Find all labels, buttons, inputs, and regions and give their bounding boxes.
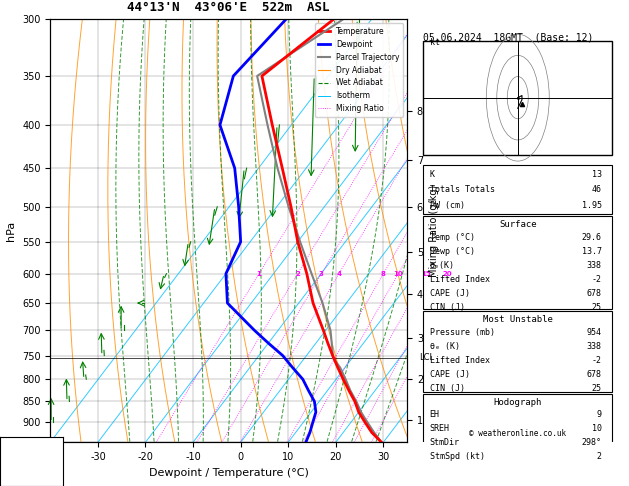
Legend: Temperature, Dewpoint, Parcel Trajectory, Dry Adiabat, Wet Adiabat, Isotherm, Mi: Temperature, Dewpoint, Parcel Trajectory…: [314, 23, 403, 117]
Text: θₑ (K): θₑ (K): [430, 342, 460, 351]
Text: 338: 338: [587, 342, 602, 351]
Text: CAPE (J): CAPE (J): [430, 370, 470, 379]
Text: Lifted Index: Lifted Index: [430, 275, 489, 284]
Text: StmDir: StmDir: [430, 438, 460, 447]
Text: -2: -2: [592, 356, 602, 365]
Text: Surface: Surface: [499, 220, 537, 229]
Text: © weatheronline.co.uk: © weatheronline.co.uk: [469, 429, 566, 438]
Text: 25: 25: [592, 384, 602, 393]
Text: 10: 10: [393, 271, 403, 277]
Text: Most Unstable: Most Unstable: [483, 315, 553, 325]
Text: 678: 678: [587, 289, 602, 297]
Text: Pressure (mb): Pressure (mb): [430, 328, 494, 337]
Text: 13.7: 13.7: [582, 247, 602, 256]
Text: 3: 3: [319, 271, 324, 277]
Text: K: K: [430, 170, 435, 178]
Text: 20: 20: [442, 271, 452, 277]
Text: CIN (J): CIN (J): [430, 303, 465, 312]
Text: 10: 10: [592, 424, 602, 434]
Text: 2: 2: [597, 452, 602, 461]
Text: Totals Totals: Totals Totals: [430, 185, 494, 194]
Text: 2: 2: [295, 271, 300, 277]
Text: CAPE (J): CAPE (J): [430, 289, 470, 297]
Y-axis label: hPa: hPa: [6, 221, 16, 241]
Y-axis label: Mixing Ratio (g/kg): Mixing Ratio (g/kg): [429, 185, 438, 277]
Text: 1: 1: [257, 271, 262, 277]
Text: 8: 8: [381, 271, 386, 277]
Text: 4: 4: [337, 271, 342, 277]
Text: θₑ(K): θₑ(K): [430, 261, 455, 270]
Text: 1.95: 1.95: [582, 201, 602, 210]
Text: 338: 338: [587, 261, 602, 270]
Text: Hodograph: Hodograph: [494, 398, 542, 407]
Title: 44°13'N  43°06'E  522m  ASL: 44°13'N 43°06'E 522m ASL: [128, 1, 330, 14]
Text: kt: kt: [430, 38, 440, 47]
X-axis label: Dewpoint / Temperature (°C): Dewpoint / Temperature (°C): [149, 468, 309, 478]
Text: 46: 46: [592, 185, 602, 194]
Text: SREH: SREH: [430, 424, 450, 434]
Text: 13: 13: [592, 170, 602, 178]
Text: EH: EH: [430, 410, 440, 419]
Text: 954: 954: [587, 328, 602, 337]
Text: StmSpd (kt): StmSpd (kt): [430, 452, 484, 461]
Text: Lifted Index: Lifted Index: [430, 356, 489, 365]
Text: Temp (°C): Temp (°C): [430, 233, 475, 242]
Text: 05.06.2024  18GMT  (Base: 12): 05.06.2024 18GMT (Base: 12): [423, 32, 594, 42]
Text: CIN (J): CIN (J): [430, 384, 465, 393]
Text: 29.6: 29.6: [582, 233, 602, 242]
Text: 15: 15: [421, 271, 431, 277]
Text: 678: 678: [587, 370, 602, 379]
Text: 25: 25: [592, 303, 602, 312]
Text: Dewp (°C): Dewp (°C): [430, 247, 475, 256]
Text: 298°: 298°: [582, 438, 602, 447]
Text: LCL: LCL: [419, 353, 434, 363]
Text: PW (cm): PW (cm): [430, 201, 465, 210]
Text: -2: -2: [592, 275, 602, 284]
Text: 9: 9: [597, 410, 602, 419]
